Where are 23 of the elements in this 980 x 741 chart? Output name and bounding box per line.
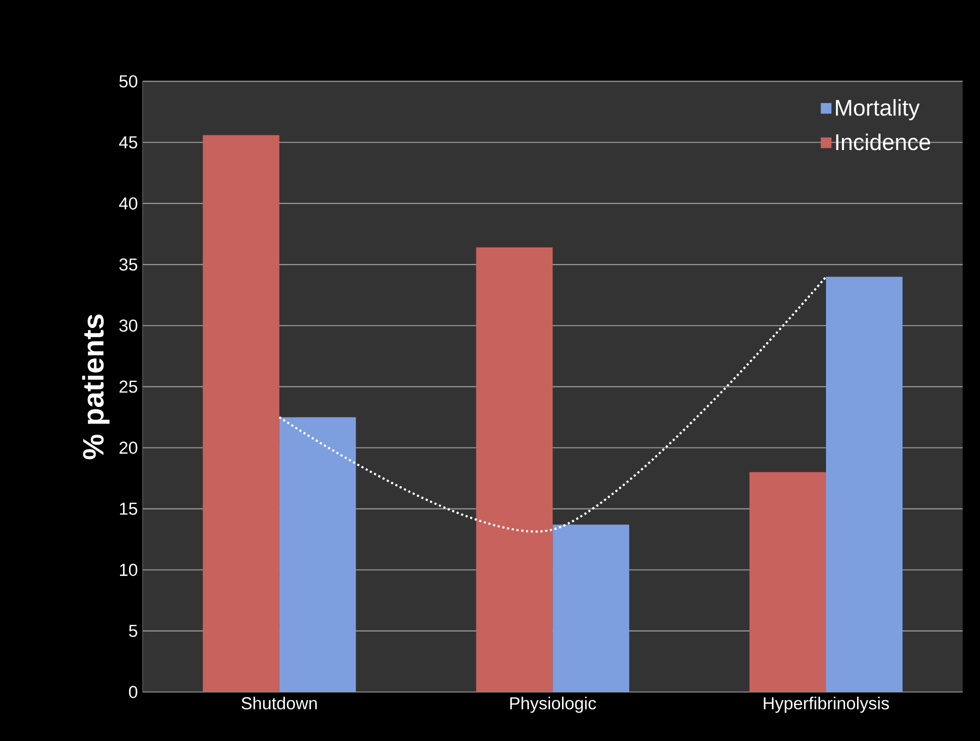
y-tick-label: 10 [120,564,138,576]
bar [552,524,630,692]
y-tick-label: 35 [119,258,138,271]
y-tick-label: 40 [119,197,138,210]
bar [279,417,356,692]
y-tick-label: 15 [120,502,138,515]
y-tick-label: 50 [119,75,138,88]
y-tick-label: 25 [120,380,138,393]
y-tick-label: 5 [129,624,138,637]
y-axis-title: % patients [82,314,110,460]
bar [826,276,903,692]
bar [749,472,826,692]
legend-label: Incidence [836,133,930,150]
y-tick-label: 30 [119,319,138,332]
x-tick-label: Physiologic [510,696,596,713]
y-tick-label: 45 [119,136,138,148]
bar [202,134,280,692]
x-tick-label: Shutdown [242,696,317,710]
y-tick-label: 20 [120,441,138,454]
y-tick-label: 0 [128,686,138,698]
x-tick-label: Hyperfibrinolysis [764,696,889,713]
bar [476,247,553,692]
legend-label: Mortality [836,99,920,120]
